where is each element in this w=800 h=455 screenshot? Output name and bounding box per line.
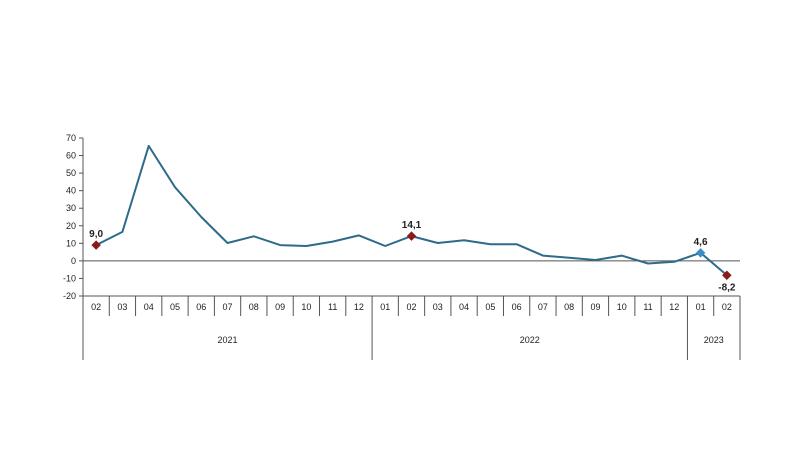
x-tick-label: 08 (249, 302, 259, 312)
x-tick-label: 03 (433, 302, 443, 312)
x-tick-label: 02 (91, 302, 101, 312)
data-point-marker (406, 231, 417, 241)
x-tick-label: 10 (301, 302, 311, 312)
year-label: 2023 (704, 335, 724, 345)
x-tick-label: 06 (196, 302, 206, 312)
y-tick-label: 70 (66, 133, 76, 143)
year-label: 2022 (520, 335, 540, 345)
y-tick-label: -20 (63, 291, 76, 301)
year-label: 2021 (218, 335, 238, 345)
data-label: -8,2 (718, 282, 736, 293)
x-tick-label: 02 (722, 302, 732, 312)
data-point-marker (695, 247, 706, 258)
data-point-marker (722, 270, 732, 281)
x-tick-label: 09 (590, 302, 600, 312)
x-tick-label: 12 (669, 302, 679, 312)
y-tick-label: 60 (66, 151, 76, 161)
x-tick-label: 05 (170, 302, 180, 312)
x-tick-label: 04 (144, 302, 154, 312)
x-tick-label: 07 (538, 302, 548, 312)
x-tick-label: 01 (380, 302, 390, 312)
data-point-marker (91, 240, 101, 250)
x-tick-label: 08 (564, 302, 574, 312)
y-tick-label: 50 (66, 168, 76, 178)
data-label: 14,1 (402, 220, 422, 231)
x-tick-label: 01 (696, 302, 706, 312)
x-tick-label: 04 (459, 302, 469, 312)
x-tick-label: 02 (406, 302, 416, 312)
x-tick-label: 05 (485, 302, 495, 312)
x-tick-label: 09 (275, 302, 285, 312)
x-tick-label: 10 (617, 302, 627, 312)
y-tick-label: 20 (66, 221, 76, 231)
x-tick-label: 03 (117, 302, 127, 312)
y-tick-label: 30 (66, 203, 76, 213)
y-tick-label: -10 (63, 273, 76, 283)
y-tick-label: 10 (66, 238, 76, 248)
x-tick-label: 06 (512, 302, 522, 312)
x-tick-label: 12 (354, 302, 364, 312)
data-label: 9,0 (89, 229, 103, 240)
x-tick-label: 11 (643, 302, 652, 312)
x-tick-label: 07 (223, 302, 233, 312)
y-tick-label: 0 (71, 256, 76, 266)
series-line (95, 144, 728, 277)
y-tick-label: 40 (66, 186, 76, 196)
data-label: 4,6 (694, 237, 708, 248)
x-tick-label: 11 (328, 302, 337, 312)
